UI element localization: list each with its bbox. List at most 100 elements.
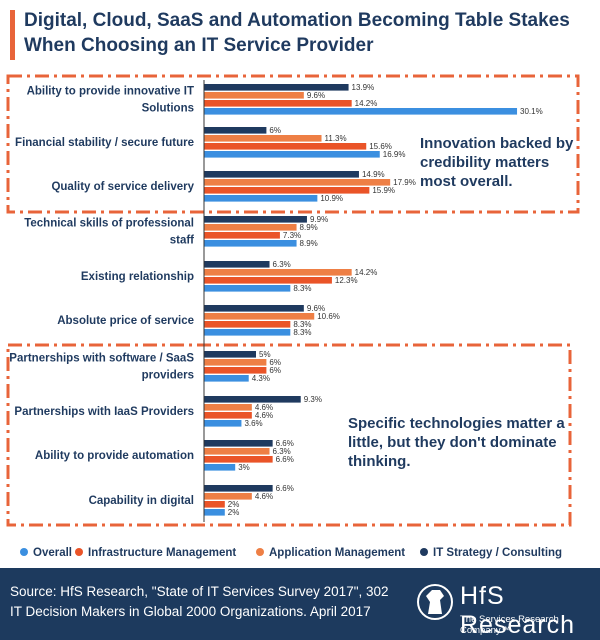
legend-label: Infrastructure Management xyxy=(88,547,236,559)
hfs-logo: HfS Research The Services Research Compa… xyxy=(408,576,594,639)
callout-technologies: thinking. xyxy=(348,453,411,470)
bar xyxy=(204,285,291,292)
bar xyxy=(204,448,270,455)
data-label: 14.2% xyxy=(355,268,378,277)
bar xyxy=(204,232,280,239)
bar xyxy=(204,456,273,463)
data-label: 30.1% xyxy=(520,107,543,116)
bar xyxy=(204,329,291,336)
data-label: 4.6% xyxy=(255,403,273,412)
callout-innovation: Innovation backed by xyxy=(420,135,574,152)
bar xyxy=(204,92,304,99)
bar xyxy=(204,375,249,382)
category-label: Partnerships with IaaS Providers xyxy=(14,406,194,418)
bar xyxy=(204,179,391,186)
category-label: staff xyxy=(170,235,194,247)
bar xyxy=(204,135,322,142)
data-label: 8.3% xyxy=(293,328,311,337)
data-label: 8.9% xyxy=(300,239,318,248)
horse-logo-icon xyxy=(417,584,453,620)
chart-title: Digital, Cloud, SaaS and Automation Beco… xyxy=(24,10,570,56)
data-label: 9.6% xyxy=(307,304,325,313)
bar xyxy=(204,485,273,492)
bar xyxy=(204,359,267,366)
bar xyxy=(204,277,332,284)
callout-innovation: credibility matters xyxy=(420,154,549,171)
category-label: Absolute price of service xyxy=(57,315,194,327)
legend-label: Application Management xyxy=(269,547,405,559)
data-label: 6.3% xyxy=(273,447,291,456)
bar xyxy=(204,187,370,194)
bar xyxy=(204,464,236,471)
callout-innovation: most overall. xyxy=(420,173,513,190)
source-note: Source: HfS Research, "State of IT Servi… xyxy=(10,584,389,619)
data-label: 12.3% xyxy=(335,276,358,285)
data-label: 7.3% xyxy=(283,231,301,240)
bar xyxy=(204,396,301,403)
bar xyxy=(204,151,380,158)
legend-marker xyxy=(20,548,28,556)
data-label: 17.9% xyxy=(393,178,416,187)
bar xyxy=(204,501,225,508)
data-label: 6.3% xyxy=(273,260,291,269)
data-label: 9.9% xyxy=(310,215,328,224)
data-label: 6.6% xyxy=(276,455,294,464)
category-label: providers xyxy=(142,370,194,382)
callout-box-2 xyxy=(6,343,572,527)
bar xyxy=(204,321,291,328)
logo-name: HfS Research xyxy=(460,582,575,639)
data-label: 9.6% xyxy=(307,91,325,100)
title-accent-bar xyxy=(10,10,15,60)
bar xyxy=(204,224,297,231)
legend-marker xyxy=(420,548,428,556)
logo-tagline: The Services Research Company™ xyxy=(460,614,559,636)
bar xyxy=(204,404,252,411)
category-label: Existing relationship xyxy=(81,271,194,283)
category-label: Technical skills of professional xyxy=(24,218,194,230)
bar xyxy=(204,171,359,178)
data-label: 8.3% xyxy=(293,284,311,293)
data-label: 4.3% xyxy=(252,374,270,383)
callout-box-1 xyxy=(6,74,580,214)
bar-chart: Ability to provide innovative IT Solution… xyxy=(6,74,580,559)
bar xyxy=(204,100,352,107)
bar xyxy=(204,127,267,134)
bar xyxy=(204,240,297,247)
callout-technologies: little, but they don't dominate xyxy=(348,434,557,451)
bar xyxy=(204,269,352,276)
bar xyxy=(204,108,518,115)
data-label: 10.6% xyxy=(317,312,340,321)
data-label: 8.3% xyxy=(293,320,311,329)
legend-label: IT Strategy / Consulting xyxy=(433,547,562,559)
data-label: 2% xyxy=(228,508,240,517)
data-label: 16.9% xyxy=(383,150,406,159)
footer: Source: HfS Research, "State of IT Servi… xyxy=(0,568,600,640)
data-label: 4.6% xyxy=(255,492,273,501)
bar xyxy=(204,195,318,202)
data-label: 6.6% xyxy=(276,439,294,448)
category-label: Partnerships with software / SaaS xyxy=(9,353,194,365)
category-label: Capability in digital xyxy=(89,495,194,507)
data-label: 2% xyxy=(228,500,240,509)
data-label: 3.6% xyxy=(244,419,262,428)
data-label: 3% xyxy=(238,463,250,472)
data-label: 15.9% xyxy=(372,186,395,195)
category-label: Ability to provide automation xyxy=(35,450,194,462)
category-label: Solutions xyxy=(142,103,194,115)
category-label: Quality of service delivery xyxy=(51,181,194,193)
data-label: 4.6% xyxy=(255,411,273,420)
bar xyxy=(204,84,349,91)
data-label: 15.6% xyxy=(369,142,392,151)
bar xyxy=(204,305,304,312)
data-label: 10.9% xyxy=(320,194,343,203)
bar xyxy=(204,420,242,427)
bar xyxy=(204,493,252,500)
category-label: Ability to provide innovative IT xyxy=(27,86,194,98)
bar xyxy=(204,351,256,358)
bar xyxy=(204,313,315,320)
bar xyxy=(204,261,270,268)
data-label: 6% xyxy=(269,366,281,375)
data-label: 6% xyxy=(269,358,281,367)
bar xyxy=(204,143,367,150)
bar xyxy=(204,440,273,447)
